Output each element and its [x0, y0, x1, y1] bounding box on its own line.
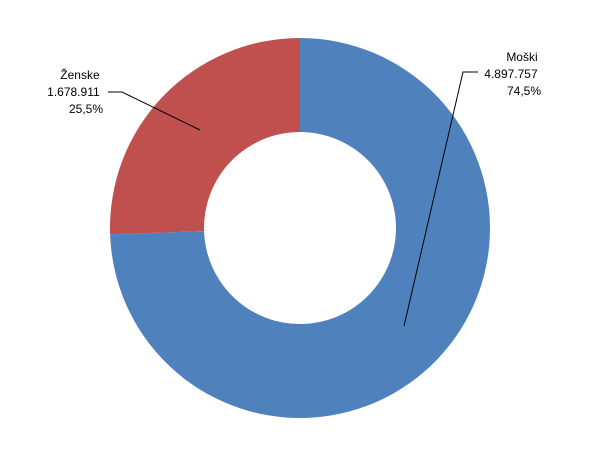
slice-value-zenske: 1.678.911	[47, 85, 100, 99]
leader-lines-group	[108, 71, 478, 327]
slice-label-moski: Moški 4.897.757 74,5%	[484, 50, 541, 98]
leader-line-zenske	[108, 91, 201, 131]
slice-percent-zenske: 25,5%	[69, 102, 103, 116]
slice-value-moski: 4.897.757	[484, 67, 538, 81]
leader-line-moski	[403, 71, 478, 327]
slice-percent-moski: 74,5%	[507, 84, 541, 98]
slices-group	[109, 38, 490, 418]
donut-slice-zenske	[109, 38, 300, 235]
slice-category-moski: Moški	[506, 50, 537, 64]
slice-category-zenske: Ženske	[60, 67, 100, 82]
donut-slice-moski	[110, 38, 490, 418]
slice-label-zenske: Ženske 1.678.911 25,5%	[47, 67, 103, 116]
